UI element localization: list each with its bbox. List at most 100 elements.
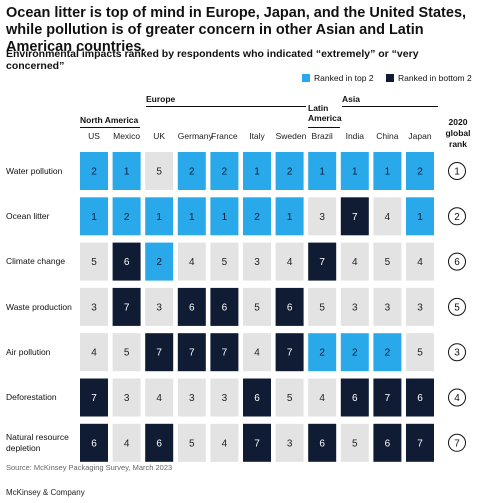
cell-climate-change-china xyxy=(373,242,402,281)
column-header-sweden: Sweden xyxy=(275,131,307,141)
cell-value-ocean-litter-france: 1 xyxy=(222,212,228,223)
cell-deforestation-us xyxy=(80,378,108,417)
cell-water-pollution-china xyxy=(373,152,402,190)
row-label-deforestation: Deforestation xyxy=(6,392,57,403)
legend-top2-swatch xyxy=(302,74,310,82)
cell-value-deforestation-brazil: 4 xyxy=(319,393,325,404)
cell-value-deforestation-china: 7 xyxy=(385,393,391,404)
cell-natural-resource-depletion-france xyxy=(210,423,239,462)
cell-air-pollution-uk xyxy=(145,333,174,372)
cell-ocean-litter-mexico xyxy=(112,197,141,236)
brand-logo-text: McKinsey & Company xyxy=(6,488,85,497)
row-label-water-pollution: Water pollution xyxy=(6,165,63,176)
cell-air-pollution-china xyxy=(373,333,402,372)
cell-climate-change-uk xyxy=(145,242,174,281)
cell-value-water-pollution-china: 1 xyxy=(385,167,391,178)
cell-natural-resource-depletion-italy xyxy=(243,423,271,462)
column-header-france: France xyxy=(211,131,238,141)
cell-value-ocean-litter-us: 1 xyxy=(91,212,97,223)
cell-natural-resource-depletion-mexico xyxy=(112,423,141,462)
region-line-asia xyxy=(342,106,438,107)
cell-value-deforestation-us: 7 xyxy=(91,393,97,404)
cell-value-natural-resource-depletion-china: 6 xyxy=(385,438,391,449)
legend-top2-label: Ranked in top 2 xyxy=(314,73,374,83)
cell-value-natural-resource-depletion-sweden: 3 xyxy=(287,438,293,449)
cell-value-air-pollution-sweden: 7 xyxy=(287,348,293,359)
cell-ocean-litter-germany xyxy=(177,197,206,236)
cell-value-natural-resource-depletion-brazil: 6 xyxy=(319,438,325,449)
cell-air-pollution-japan xyxy=(406,333,434,372)
cell-value-air-pollution-france: 7 xyxy=(222,348,228,359)
cell-air-pollution-sweden xyxy=(275,333,304,372)
cell-value-climate-change-germany: 4 xyxy=(189,257,195,268)
region-line-north-america xyxy=(80,127,140,128)
cell-deforestation-germany xyxy=(177,378,206,417)
global-rank-circle-deforestation xyxy=(448,388,466,407)
cell-natural-resource-depletion-us xyxy=(80,423,108,462)
cell-value-climate-change-china: 5 xyxy=(385,257,391,268)
cell-value-air-pollution-china: 2 xyxy=(385,348,391,359)
cell-value-natural-resource-depletion-us: 6 xyxy=(91,438,97,449)
row-label-climate-change: Climate change xyxy=(6,256,66,267)
cell-waste-production-brazil xyxy=(308,287,337,326)
cell-value-ocean-litter-japan: 1 xyxy=(417,212,423,223)
cell-value-natural-resource-depletion-uk: 6 xyxy=(156,438,162,449)
global-rank-header: 2020 global rank xyxy=(445,117,471,149)
column-header-germany: Germany xyxy=(177,131,213,141)
cell-deforestation-mexico xyxy=(112,378,141,417)
cell-value-ocean-litter-italy: 2 xyxy=(254,212,260,223)
cell-value-water-pollution-us: 2 xyxy=(91,167,97,178)
global-rank-circle-waste-production xyxy=(448,297,466,316)
cell-natural-resource-depletion-sweden xyxy=(275,423,304,462)
cell-value-waste-production-uk: 3 xyxy=(156,302,162,313)
global-rank-circle-natural-resource-depletion xyxy=(448,433,466,452)
cell-water-pollution-us xyxy=(80,152,108,190)
cell-value-ocean-litter-uk: 1 xyxy=(156,212,162,223)
cell-water-pollution-france xyxy=(210,152,239,190)
cell-value-ocean-litter-germany: 1 xyxy=(189,212,195,223)
cell-value-air-pollution-brazil: 2 xyxy=(319,348,325,359)
cell-ocean-litter-france xyxy=(210,197,239,236)
cell-value-natural-resource-depletion-mexico: 4 xyxy=(124,438,130,449)
cell-value-waste-production-japan: 3 xyxy=(417,302,423,313)
cell-value-waste-production-mexico: 7 xyxy=(124,302,130,313)
cell-ocean-litter-uk xyxy=(145,197,174,236)
cell-waste-production-mexico xyxy=(112,287,141,326)
cell-value-deforestation-sweden: 5 xyxy=(287,393,293,404)
cell-deforestation-italy xyxy=(243,378,271,417)
cell-value-water-pollution-japan: 2 xyxy=(417,167,423,178)
chart-subtitle: Environmental impacts ranked by responde… xyxy=(6,48,419,72)
cell-value-climate-change-us: 5 xyxy=(91,257,97,268)
cell-ocean-litter-sweden xyxy=(275,197,304,236)
region-line-europe xyxy=(146,106,306,107)
global-rank-value-climate-change: 6 xyxy=(454,257,460,268)
cell-climate-change-india xyxy=(340,242,369,281)
region-north-america: North America xyxy=(80,115,139,125)
cell-water-pollution-japan xyxy=(406,152,434,190)
cell-deforestation-france xyxy=(210,378,239,417)
cell-waste-production-italy xyxy=(243,287,271,326)
cell-value-air-pollution-mexico: 5 xyxy=(124,348,130,359)
cell-natural-resource-depletion-brazil xyxy=(308,423,337,462)
cell-air-pollution-italy xyxy=(243,333,271,372)
cell-value-waste-production-india: 3 xyxy=(352,302,358,313)
cell-value-water-pollution-germany: 2 xyxy=(189,167,195,178)
cell-value-natural-resource-depletion-india: 5 xyxy=(352,438,358,449)
legend-bottom2-swatch xyxy=(386,74,394,82)
cell-water-pollution-germany xyxy=(177,152,206,190)
global-rank-value-air-pollution: 3 xyxy=(454,348,460,359)
cell-water-pollution-brazil xyxy=(308,152,337,190)
cell-value-deforestation-germany: 3 xyxy=(189,393,195,404)
cell-climate-change-france xyxy=(210,242,239,281)
global-rank-circle-ocean-litter xyxy=(448,207,466,226)
cell-ocean-litter-india xyxy=(340,197,369,236)
cell-value-air-pollution-japan: 5 xyxy=(417,348,423,359)
cell-value-natural-resource-depletion-france: 4 xyxy=(222,438,228,449)
cell-water-pollution-sweden xyxy=(275,152,304,190)
cell-value-waste-production-china: 3 xyxy=(385,302,391,313)
cell-deforestation-india xyxy=(340,378,369,417)
cell-value-deforestation-italy: 6 xyxy=(254,393,260,404)
region-line-latin-america xyxy=(308,127,340,128)
cell-deforestation-sweden xyxy=(275,378,304,417)
